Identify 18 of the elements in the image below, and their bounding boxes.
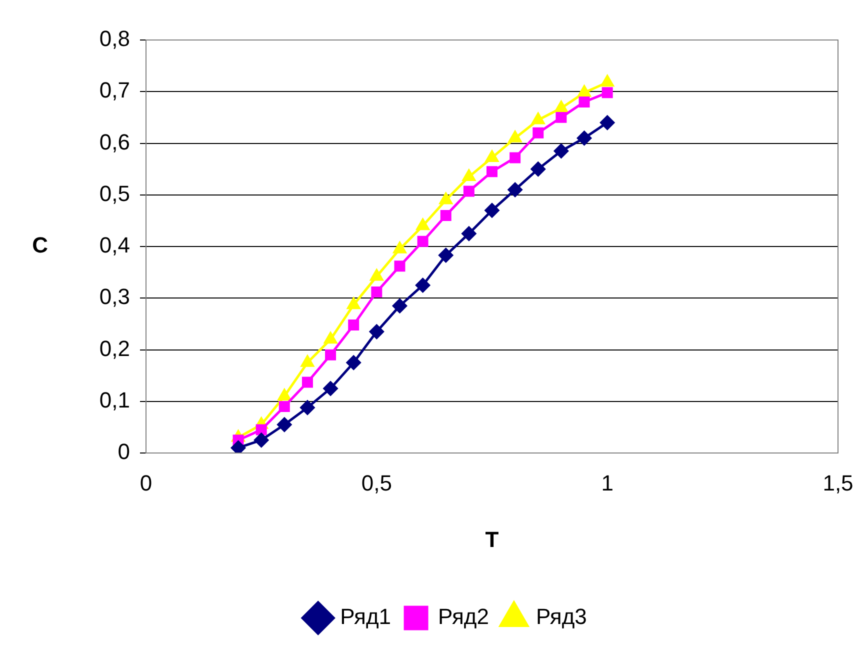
x-tick-label: 0,5	[361, 470, 392, 496]
y-tick-label: 0,6	[99, 129, 130, 154]
x-tick-label: 1,5	[822, 470, 854, 496]
x-tick-label: 1	[601, 470, 614, 496]
legend-label: Ряд1	[340, 604, 392, 630]
y-tick-label: 0,4	[99, 232, 130, 258]
y-axis-title: C	[32, 232, 48, 258]
y-tick-label: 0,3	[99, 284, 130, 310]
legend-label: Ряд2	[438, 604, 489, 630]
y-tick-label: 0,7	[99, 78, 130, 103]
y-tick-label: 0,8	[99, 26, 130, 52]
y-tick-label: 0,1	[99, 387, 130, 412]
y-tick-label: 0,2	[99, 336, 130, 361]
legend-label: Ряд3	[536, 604, 587, 630]
y-tick-label: 0,5	[99, 180, 130, 206]
y-tick-label: 0	[118, 439, 130, 464]
x-axis-title: T	[485, 527, 500, 552]
x-tick-label: 0	[140, 470, 152, 496]
